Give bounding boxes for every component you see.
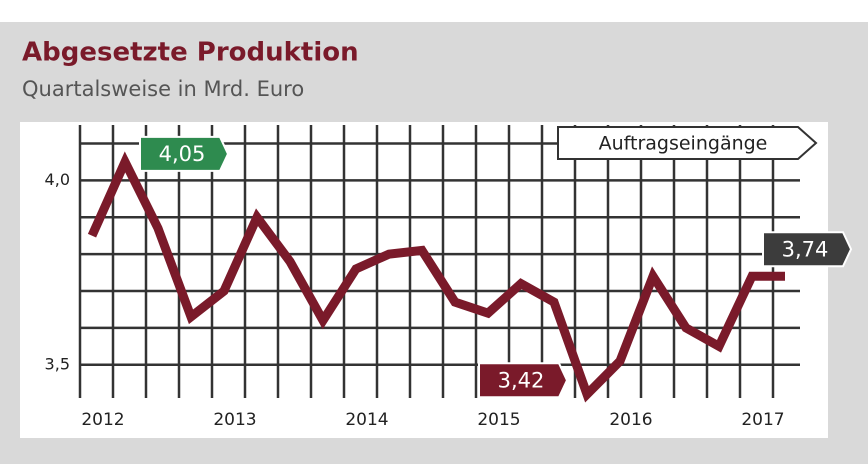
legend-box [557, 126, 818, 160]
chart-title: Abgesetzte Produktion [22, 38, 359, 68]
plot-panel [20, 122, 828, 438]
x-tick-label: 2013 [213, 410, 256, 430]
value-label-box [478, 362, 569, 399]
x-tick-label: 2015 [477, 410, 520, 430]
line-series [87, 151, 785, 403]
y-tick-label: 4,0 [45, 170, 70, 189]
legend-label: Auftragseingänge [599, 133, 768, 155]
x-tick-label: 2014 [345, 410, 388, 430]
value-label: 4,05 [159, 142, 206, 166]
y-tick-label: 3,5 [45, 354, 70, 373]
value-label: 3,74 [782, 237, 829, 261]
chart-subtitle: Quartalsweise in Mrd. Euro [22, 77, 304, 101]
x-tick-label: 2017 [741, 410, 784, 430]
x-tick-label: 2016 [609, 410, 652, 430]
value-label-box [139, 135, 230, 172]
value-label: 3,42 [498, 368, 545, 392]
value-label-box [762, 231, 853, 268]
x-tick-label: 2012 [81, 410, 124, 430]
